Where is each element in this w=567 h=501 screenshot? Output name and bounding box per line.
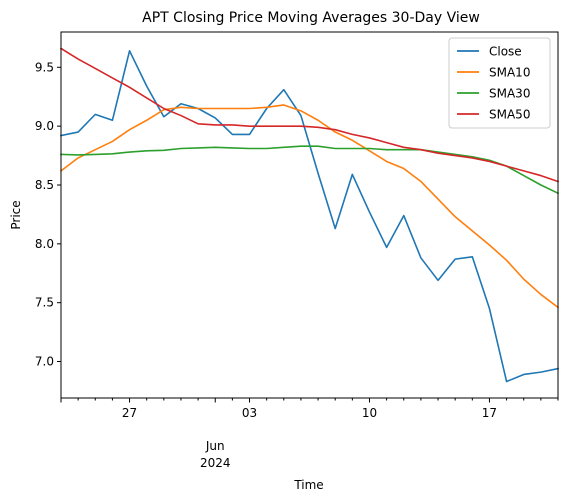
series-line-sma30 <box>60 145 560 195</box>
y-tick-label: 9.0 <box>35 119 54 133</box>
y-tick-label: 9.5 <box>35 60 54 74</box>
y-tick-label: 8.5 <box>35 178 54 192</box>
legend-label-close: Close <box>489 45 522 59</box>
legend: Close SMA10 SMA30 SMA50 <box>448 37 551 129</box>
x-tick-label: 03 <box>242 406 257 420</box>
y-tick-label: 7.0 <box>35 355 54 369</box>
chart-title: APT Closing Price Moving Averages 30-Day… <box>142 10 480 26</box>
x-year-label: 2024 <box>200 456 231 470</box>
y-axis-label: Price <box>9 200 23 229</box>
y-tick-label: 7.5 <box>35 296 54 310</box>
series-line-sma50 <box>59 47 560 183</box>
legend-box <box>448 37 551 129</box>
x-axis-label: Time <box>293 478 323 492</box>
x-axis: 27 03 10 17 Jun 2024 <box>60 398 559 470</box>
legend-label-sma30: SMA30 <box>489 87 530 101</box>
plot-frame <box>60 31 559 399</box>
y-axis: 7.0 7.5 8.0 8.5 9.0 9.5 <box>35 60 61 369</box>
legend-label-sma50: SMA50 <box>489 108 530 122</box>
legend-label-sma10: SMA10 <box>489 66 530 80</box>
plot-lines <box>59 47 560 383</box>
x-tick-label: 17 <box>482 406 497 420</box>
series-line-close <box>60 50 559 383</box>
series-line-sma10 <box>59 104 560 309</box>
x-month-label: Jun <box>205 439 225 453</box>
x-tick-label: 10 <box>362 406 377 420</box>
x-tick-label: 27 <box>122 406 137 420</box>
y-tick-label: 8.0 <box>35 237 54 251</box>
